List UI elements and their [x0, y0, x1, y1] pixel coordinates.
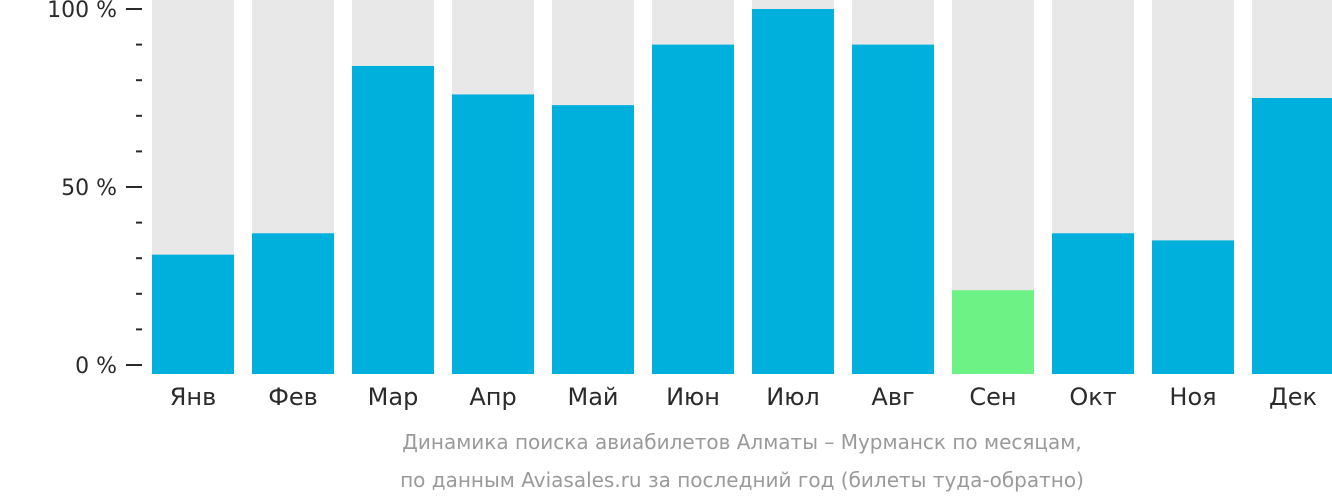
x-tick-label: Июн — [666, 383, 720, 411]
bar-12 — [1252, 98, 1332, 374]
chart-caption-line-1: Динамика поиска авиабилетов Алматы – Мур… — [402, 430, 1082, 454]
bar-6 — [652, 44, 734, 374]
x-axis-labels: Янв Фев Мар Апр Май Июн Июл Авг Сен Окт Ноя Дек — [170, 383, 1317, 411]
y-tick-label: 100 % — [47, 0, 117, 23]
bar-3 — [352, 65, 434, 375]
bar-1 — [152, 254, 234, 374]
bar-8 — [852, 44, 934, 374]
bar-9 — [952, 290, 1034, 374]
x-tick-label: Янв — [170, 383, 217, 411]
y-tick-label: 0 % — [75, 354, 117, 379]
x-tick-label: Июл — [766, 383, 820, 411]
x-tick-label: Мар — [368, 383, 419, 411]
x-tick-label: Фев — [268, 383, 318, 411]
bar-7 — [752, 9, 834, 374]
x-tick-label: Окт — [1069, 383, 1116, 411]
chart-caption-line-2: по данным Aviasales.ru за последний год … — [400, 468, 1084, 492]
x-tick-label: Сен — [969, 383, 1016, 411]
y-axis: 0 % 50 % 100 % — [47, 0, 142, 379]
x-tick-label: Авг — [871, 383, 914, 411]
y-tick-label: 50 % — [61, 176, 117, 201]
bar-11 — [1152, 240, 1234, 374]
x-tick-label: Ноя — [1169, 383, 1216, 411]
bar-10 — [1052, 233, 1134, 374]
x-tick-label: Апр — [469, 383, 516, 411]
bar-5 — [552, 105, 634, 375]
bar-2 — [252, 233, 334, 374]
bar-4 — [452, 94, 534, 374]
bars-group — [152, 0, 1332, 375]
x-tick-label: Дек — [1269, 383, 1317, 411]
x-tick-label: Май — [567, 383, 618, 411]
